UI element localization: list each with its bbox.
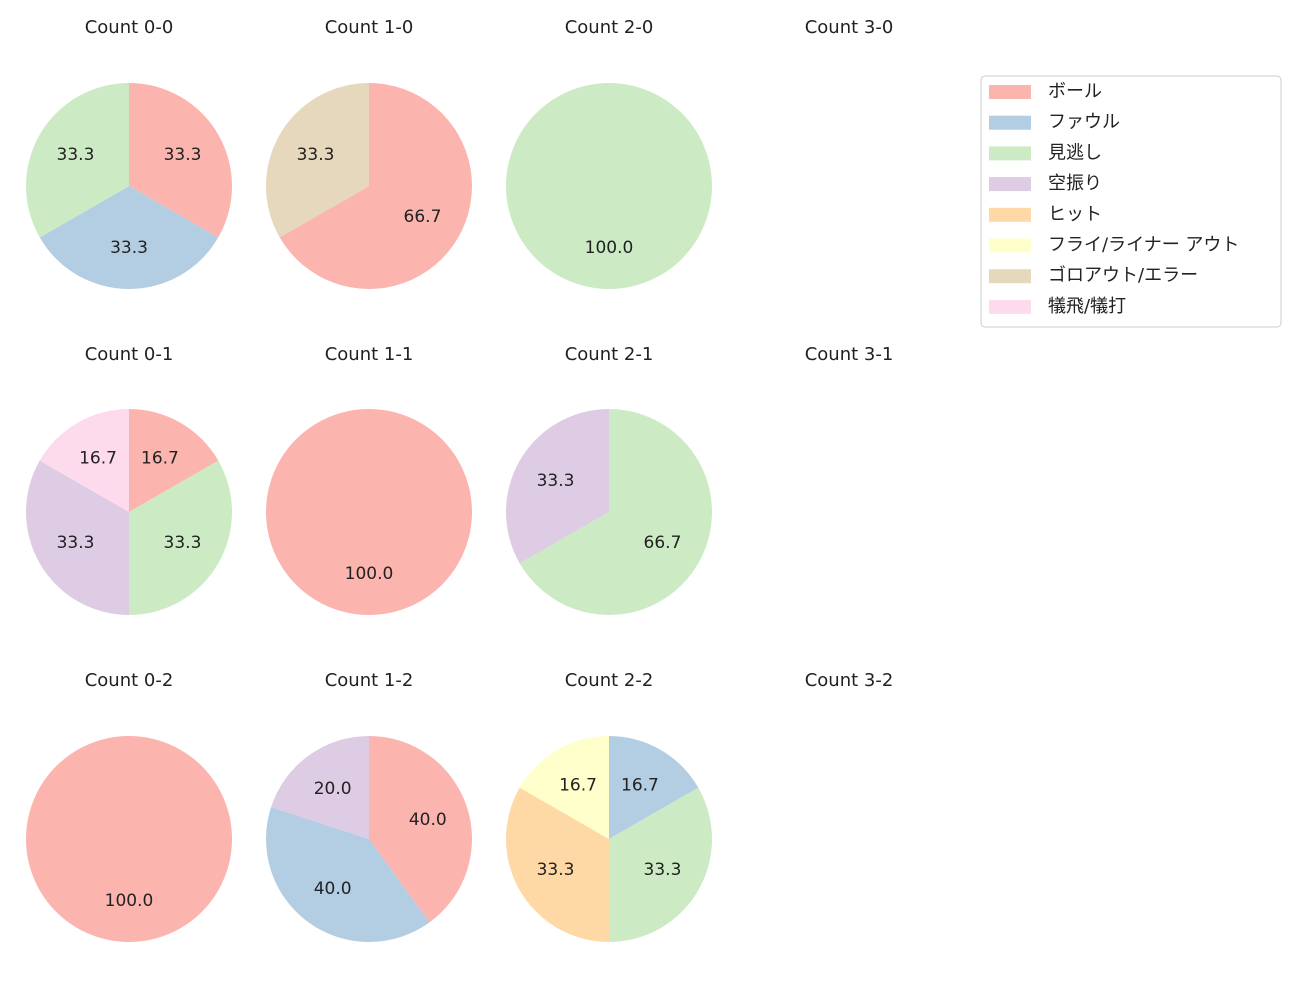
- chart-title: Count 3-1: [805, 344, 894, 365]
- value-label: 40.0: [409, 810, 447, 830]
- pie-slice: [506, 409, 609, 564]
- chart-title: Count 1-2: [325, 670, 414, 691]
- value-label: 33.3: [297, 145, 335, 165]
- chart-title: Count 1-1: [325, 344, 414, 365]
- chart-title: Count 2-2: [565, 670, 654, 691]
- value-label: 100.0: [585, 238, 634, 258]
- pie-slice: [129, 460, 233, 615]
- legend-box: [980, 75, 1282, 328]
- legend-swatch: [989, 269, 1031, 284]
- legend-swatch: [989, 146, 1031, 161]
- legend-swatch: [989, 85, 1031, 99]
- pie-slice: [26, 83, 130, 238]
- legend-label: ファウル: [1048, 112, 1120, 133]
- pie-slice: [129, 409, 219, 512]
- chart-title: Count 1-0: [325, 17, 414, 38]
- pie-slice: [26, 460, 129, 615]
- chart-title: Count 0-2: [85, 670, 174, 691]
- value-label: 100.0: [105, 891, 154, 911]
- value-label: 33.3: [57, 533, 95, 553]
- legend-label: ボール: [1048, 81, 1102, 102]
- value-label: 100.0: [345, 564, 394, 584]
- legend-label: フライ/ライナー アウト: [1048, 235, 1239, 256]
- pie-slice: [129, 83, 232, 238]
- pie-slice: [39, 409, 129, 512]
- value-label: 66.7: [644, 533, 682, 553]
- chart-title: Count 2-0: [565, 17, 654, 38]
- legend-swatch: [989, 207, 1031, 222]
- chart-title: Count 3-0: [805, 17, 894, 38]
- legend-swatch: [989, 115, 1031, 130]
- legend-label: 見逃し: [1048, 142, 1102, 163]
- pie-slice: [266, 409, 472, 615]
- value-label: 33.3: [164, 145, 202, 165]
- value-label: 40.0: [314, 879, 352, 899]
- legend-swatch: [989, 299, 1031, 314]
- value-label: 33.3: [57, 145, 95, 165]
- legend-label: 犠飛/犠打: [1048, 296, 1126, 317]
- value-label: 16.7: [79, 449, 117, 469]
- chart-title: Count 2-1: [565, 344, 654, 365]
- chart-title: Count 0-1: [85, 344, 174, 365]
- pie-slice: [271, 736, 369, 839]
- chart-title: Count 3-2: [805, 670, 894, 691]
- chart-title: Count 0-0: [85, 17, 174, 38]
- legend-label: ゴロアウト/エラー: [1048, 265, 1198, 286]
- pie-slice: [369, 736, 472, 923]
- value-label: 16.7: [621, 776, 659, 796]
- value-label: 33.3: [537, 471, 575, 491]
- value-label: 16.7: [141, 449, 179, 469]
- pie-slice: [519, 409, 712, 615]
- value-label: 16.7: [559, 776, 597, 796]
- pie-slice: [26, 736, 232, 942]
- value-label: 33.3: [644, 860, 682, 880]
- pie-slice: [519, 736, 609, 839]
- value-label: 33.3: [537, 860, 575, 880]
- value-label: 20.0: [314, 779, 352, 799]
- legend-swatch: [989, 238, 1031, 253]
- pie-slice: [609, 736, 699, 839]
- pie-slice: [279, 83, 472, 289]
- pie-slice: [505, 787, 609, 942]
- legend-label: 空振り: [1048, 173, 1102, 194]
- pie-slice: [266, 807, 430, 942]
- legend-label: ヒット: [1048, 204, 1102, 225]
- pie-slice: [39, 186, 219, 289]
- value-label: 33.3: [110, 238, 148, 258]
- value-label: 33.3: [164, 533, 202, 553]
- pie-slice: [609, 787, 713, 942]
- value-label: 66.7: [404, 207, 442, 227]
- legend-swatch: [989, 177, 1031, 192]
- pie-slice: [506, 83, 712, 289]
- pie-slice: [266, 83, 369, 238]
